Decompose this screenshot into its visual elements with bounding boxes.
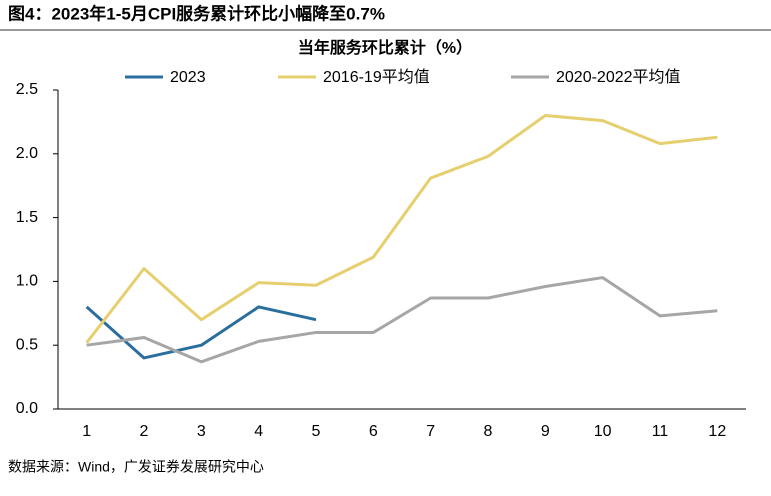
- y-tick-label: 0.0: [16, 400, 38, 417]
- legend-label: 2020-2022平均值: [556, 68, 681, 86]
- x-tick-label: 1: [82, 423, 91, 440]
- series-line: [85, 114, 718, 344]
- x-tick-label: 12: [708, 423, 726, 440]
- x-tick-label: 11: [652, 423, 669, 440]
- series-line: [86, 276, 718, 364]
- x-tick-label: 3: [197, 423, 206, 440]
- x-tick-label: 2: [140, 423, 149, 440]
- chart-title: 图4：2023年1-5月CPI服务累计环比小幅降至0.7%: [8, 3, 385, 23]
- y-tick-label: 1.0: [16, 273, 38, 290]
- x-tick-label: 4: [254, 423, 263, 440]
- x-tick-label: 8: [484, 423, 493, 440]
- x-tick-label: 9: [541, 423, 550, 440]
- chart-subtitle: 当年服务环比累计（%）: [298, 38, 472, 57]
- y-tick-label: 2.0: [16, 145, 38, 162]
- x-tick-label: 10: [594, 423, 612, 440]
- x-tick-label: 5: [312, 423, 321, 440]
- source-note: 数据来源：Wind，广发证券发展研究中心: [8, 459, 264, 475]
- x-tick-label: 6: [369, 423, 378, 440]
- y-tick-label: 0.5: [16, 336, 38, 353]
- series-line: [85, 305, 317, 360]
- x-tick-label: 7: [426, 423, 435, 440]
- y-tick-label: 2.5: [16, 81, 38, 98]
- y-tick-label: 1.5: [16, 209, 38, 226]
- legend-label: 2016-19平均值: [323, 68, 430, 86]
- legend-label: 2023: [170, 69, 206, 86]
